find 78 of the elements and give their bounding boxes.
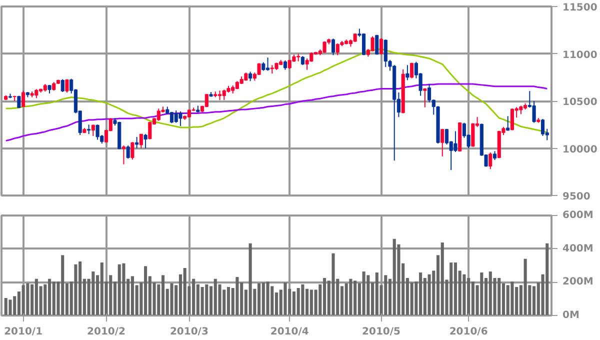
candlestick xyxy=(488,152,492,170)
bar xyxy=(506,285,510,316)
bar xyxy=(332,253,335,316)
bar xyxy=(48,278,52,316)
bar xyxy=(266,282,270,316)
candlestick xyxy=(370,36,374,52)
x-tick-label: 2010/1 xyxy=(4,326,43,338)
bar xyxy=(344,283,348,316)
candlestick xyxy=(410,62,414,79)
candlestick xyxy=(471,122,475,148)
bar xyxy=(8,300,12,316)
x-tick-label: 2010/5 xyxy=(362,326,401,338)
y-tick-label: 9500 xyxy=(562,192,590,202)
bar xyxy=(122,263,126,316)
candlestick xyxy=(266,57,270,72)
candlestick xyxy=(379,38,384,56)
y-tick-label: 11500 xyxy=(562,2,598,14)
bar xyxy=(74,264,78,316)
bar xyxy=(301,284,304,316)
bar xyxy=(248,243,252,316)
candlestick xyxy=(540,118,545,136)
bar xyxy=(510,282,514,316)
bar xyxy=(366,275,370,316)
candlestick xyxy=(65,78,69,93)
candlestick xyxy=(248,71,252,82)
candlestick xyxy=(22,90,26,108)
candlestick xyxy=(60,78,64,93)
y-tick-label: 200M xyxy=(562,276,594,288)
bar xyxy=(349,278,352,316)
candlestick xyxy=(144,134,148,149)
x-tick-label: 2010/4 xyxy=(270,326,309,338)
candlestick xyxy=(506,116,510,132)
candlestick xyxy=(218,90,222,101)
bar xyxy=(284,282,287,316)
candlestick xyxy=(283,60,288,70)
bar xyxy=(428,274,431,316)
y-tick-label: 10500 xyxy=(562,97,598,108)
candlestick xyxy=(130,142,134,160)
bar xyxy=(92,272,95,316)
bar xyxy=(22,285,25,316)
candlestick xyxy=(532,100,536,124)
x-tick-label: 2010/2 xyxy=(87,326,126,338)
y-tick-label: 400M xyxy=(562,243,594,254)
candlestick xyxy=(96,124,100,140)
bar xyxy=(226,287,230,316)
bar xyxy=(480,272,484,316)
bar xyxy=(236,277,239,316)
y-tick-label: 0M xyxy=(562,310,580,321)
candlestick xyxy=(87,124,91,135)
bar xyxy=(205,284,208,316)
y-tick-label: 11000 xyxy=(562,50,598,61)
bar xyxy=(462,274,466,316)
bar xyxy=(322,278,326,316)
bar xyxy=(296,288,300,316)
candlestick xyxy=(428,83,432,103)
candlestick xyxy=(126,144,130,160)
candlestick xyxy=(406,64,410,81)
candlestick xyxy=(331,38,336,56)
y-tick-label: 10000 xyxy=(562,144,598,156)
x-tick-label: 2010/3 xyxy=(170,326,208,338)
bar xyxy=(524,258,527,316)
bar xyxy=(26,283,30,316)
candlestick xyxy=(440,128,444,157)
candlestick xyxy=(135,136,139,149)
candlestick xyxy=(122,144,126,165)
bar xyxy=(362,272,366,316)
bar xyxy=(161,275,165,316)
bar xyxy=(200,287,204,316)
candlestick xyxy=(454,130,458,153)
candlestick xyxy=(139,134,143,149)
x-tick-label: 2010/6 xyxy=(449,326,488,338)
candlestick xyxy=(423,88,427,108)
candlestick xyxy=(91,124,95,136)
bar xyxy=(183,268,186,316)
bar xyxy=(170,283,174,316)
candlestick xyxy=(148,121,152,140)
candlestick xyxy=(178,110,182,127)
y-tick-label: 600M xyxy=(562,210,594,221)
